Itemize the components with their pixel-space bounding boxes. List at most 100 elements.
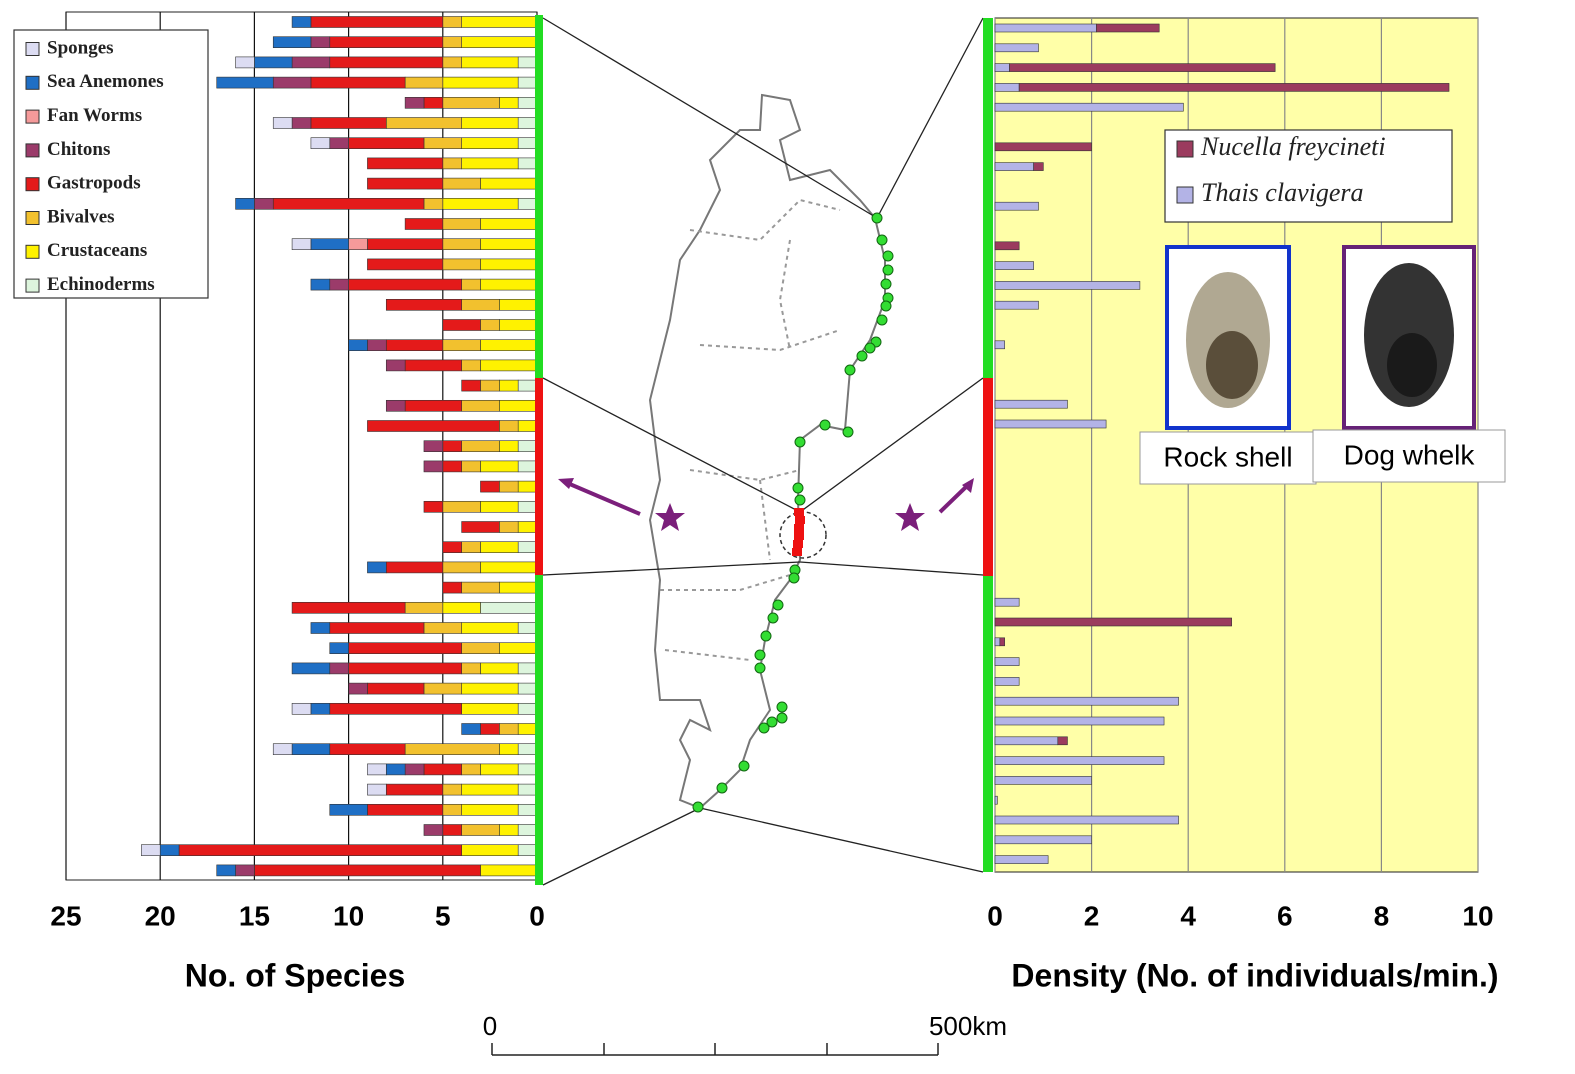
bar-segment <box>994 716 1165 726</box>
bar-segment <box>517 702 538 715</box>
bar-segment <box>291 117 312 129</box>
bar-segment <box>517 521 538 533</box>
bar-segment <box>329 56 444 69</box>
bar-segment <box>517 723 538 735</box>
site-dot <box>692 801 704 813</box>
scale-bar <box>491 1043 939 1056</box>
bar-segment <box>367 177 444 190</box>
bar-segment <box>461 622 519 634</box>
x-axis-title: No. of Species <box>185 957 406 993</box>
bar-segment <box>442 783 462 796</box>
site-dot <box>792 482 804 494</box>
bar-segment <box>480 238 538 250</box>
stars <box>558 478 974 531</box>
bar-segment <box>385 399 406 412</box>
bar-segment <box>235 198 255 210</box>
bar-segment <box>1018 83 1450 92</box>
bar-segment <box>367 238 444 250</box>
bar-segment <box>442 56 462 69</box>
bar-segment <box>442 97 500 109</box>
bar-segment <box>254 198 274 210</box>
bar-segment <box>480 460 519 473</box>
bar-segment <box>310 278 331 291</box>
scale-label: 500km <box>929 1011 1007 1041</box>
bar-segment <box>480 218 538 230</box>
bar-segment <box>442 16 462 28</box>
site-dot <box>880 278 892 290</box>
bar-segment <box>461 440 500 453</box>
bar-segment <box>442 581 462 594</box>
bar-segment <box>329 622 425 634</box>
bar-segment <box>499 379 519 392</box>
bar-segment <box>499 642 538 655</box>
legend-label: Chitons <box>47 139 110 160</box>
bar-segment <box>517 460 538 473</box>
bar-segment <box>994 241 1020 251</box>
bar-segment <box>442 258 481 271</box>
bar-segment <box>423 682 462 695</box>
bar-segment <box>517 379 538 392</box>
x-tick-label: 6 <box>1277 900 1293 931</box>
bar-segment <box>423 824 444 836</box>
bar-segment <box>404 218 444 230</box>
bar-segment <box>442 561 481 574</box>
bar-segment <box>480 541 519 554</box>
site-dot <box>795 516 805 524</box>
bar-segment <box>480 500 519 513</box>
bar-segment <box>404 76 444 89</box>
bar-segment <box>442 177 481 190</box>
site-dot <box>794 524 804 532</box>
bar-segment <box>404 399 462 412</box>
bar-segment <box>461 642 500 655</box>
bar-segment <box>310 622 331 634</box>
bar-segment <box>235 56 255 69</box>
legend-label: Fan Worms <box>47 105 142 126</box>
bar-segment <box>480 359 538 372</box>
bar-segment <box>480 177 538 190</box>
bar-segment <box>461 137 519 149</box>
legend-label: Sea Anemones <box>47 71 164 92</box>
bar-segment <box>461 682 519 695</box>
x-tick-label: 20 <box>145 900 176 931</box>
bar-segment <box>461 56 519 69</box>
legend-swatch <box>25 211 40 225</box>
bar-segment <box>178 844 462 857</box>
bar-segment <box>517 157 538 170</box>
bar-segment <box>1033 162 1044 171</box>
bar-segment <box>442 803 462 816</box>
x-tick-label: 2 <box>1084 900 1100 931</box>
bar-segment <box>480 339 538 352</box>
bar-segment <box>461 702 519 715</box>
bar-segment <box>461 844 519 857</box>
bar-segment <box>480 763 519 776</box>
bar-segment <box>461 723 481 735</box>
bar-segment <box>499 319 538 331</box>
x-tick-label: 0 <box>987 900 1003 931</box>
legend-swatch <box>1176 186 1194 204</box>
bar-segment <box>480 864 538 877</box>
bar-segment <box>480 601 538 614</box>
scale-label: 0 <box>483 1011 497 1041</box>
legend-swatch <box>25 244 40 259</box>
bar-segment <box>404 359 462 372</box>
bar-segment <box>329 743 406 756</box>
bar-segment <box>329 642 349 655</box>
bar-segment <box>994 617 1232 627</box>
zone-bars <box>535 15 993 885</box>
site-dot <box>794 532 804 540</box>
bar-segment <box>329 702 462 715</box>
bar-segment <box>423 97 444 109</box>
photo-label: Rock shell <box>1163 441 1292 472</box>
site-dot <box>856 350 868 362</box>
site-dot <box>760 630 772 642</box>
bar-segment <box>272 36 312 49</box>
site-dot <box>716 782 728 794</box>
bar-segment <box>367 763 387 776</box>
bar-segment <box>291 601 406 614</box>
bar-segment <box>517 662 538 675</box>
site-dot <box>794 436 806 448</box>
site-dot <box>794 508 804 516</box>
bar-segment <box>461 379 481 392</box>
photo-label: Dog whelk <box>1344 439 1476 470</box>
legend-swatch <box>1176 140 1194 158</box>
